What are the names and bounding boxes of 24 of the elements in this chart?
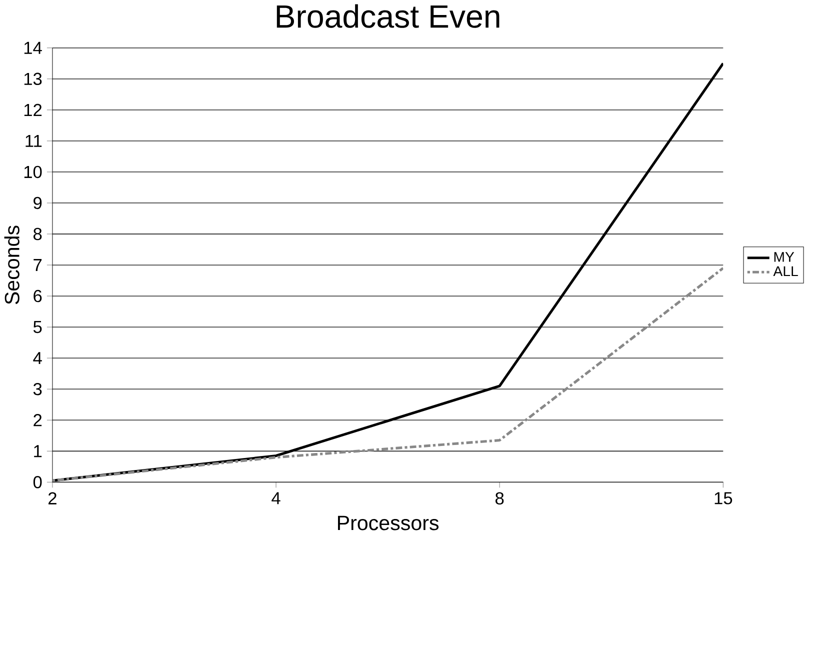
y-tick-label: 3 xyxy=(33,382,42,396)
x-tick-label: 8 xyxy=(496,492,504,504)
chart-title: Broadcast Even xyxy=(276,4,500,28)
x-axis-title: Processors xyxy=(338,516,439,530)
legend-label: ALL xyxy=(773,266,798,276)
y-tick-label: 11 xyxy=(26,134,42,147)
y-tick-label: 6 xyxy=(34,290,42,302)
y-tick-label: 7 xyxy=(34,259,42,271)
y-tick-label: 0 xyxy=(33,476,42,488)
x-tick-label: 4 xyxy=(272,492,280,504)
y-tick-label: 8 xyxy=(34,228,42,240)
y-tick-label: 10 xyxy=(24,166,42,178)
y-tick-label: 9 xyxy=(34,196,42,210)
legend-label: MY xyxy=(774,252,794,262)
x-tick-label: 2 xyxy=(48,492,56,504)
x-tick-label: 15 xyxy=(714,492,732,504)
y-tick-label: 12 xyxy=(24,104,42,116)
y-tick-label: 2 xyxy=(34,414,42,426)
y-tick-label: 14 xyxy=(24,42,42,54)
y-tick-label: 4 xyxy=(33,352,42,364)
y-axis-title: Seconds xyxy=(4,226,20,304)
y-tick-label: 1 xyxy=(34,445,42,458)
y-tick-label: 13 xyxy=(24,72,42,86)
y-tick-label: 5 xyxy=(33,321,42,334)
